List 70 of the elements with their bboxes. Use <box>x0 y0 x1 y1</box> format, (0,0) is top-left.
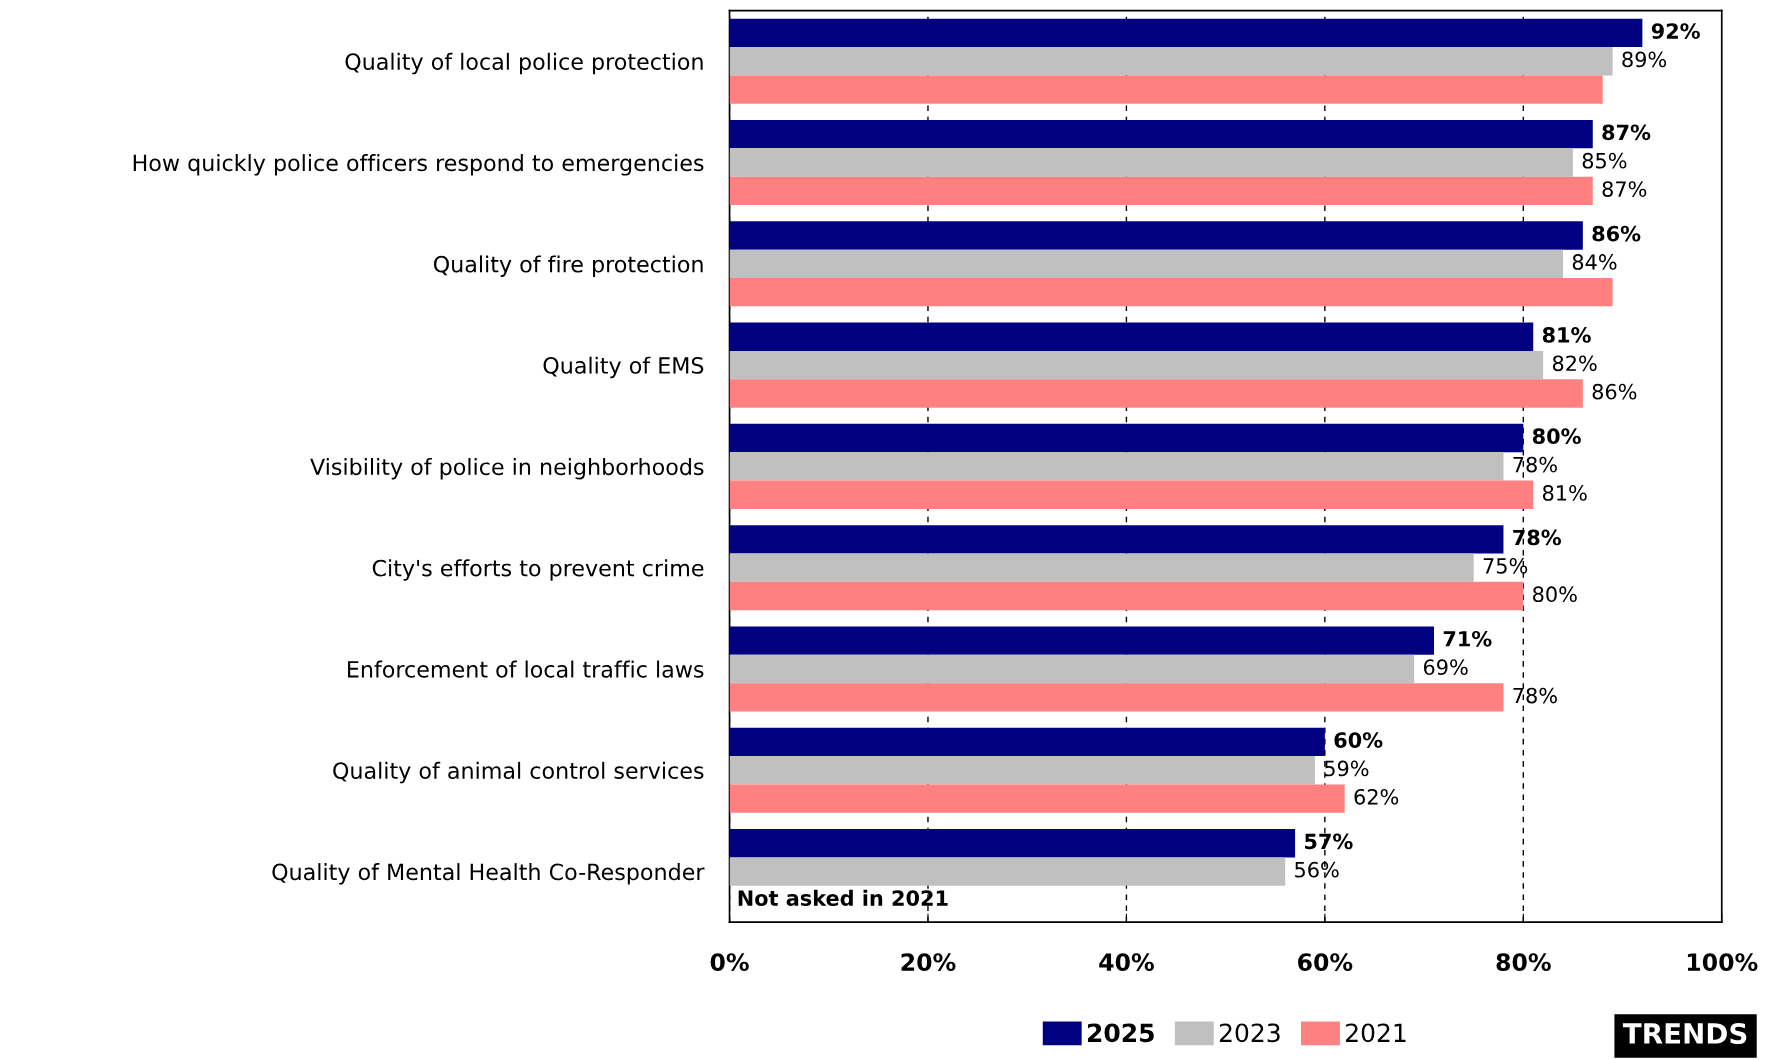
data-label: 57% <box>1305 833 1353 850</box>
y-tick-label: Visibility of police in neighborhoods <box>310 457 704 480</box>
data-label: 69% <box>1423 659 1468 676</box>
bar <box>729 784 1345 813</box>
bar <box>729 75 1603 104</box>
data-label: 71% <box>1443 630 1492 647</box>
legend-label: 2025 <box>1087 1023 1154 1043</box>
bar <box>729 654 1415 684</box>
y-tick-label: Enforcement of local traffic laws <box>348 660 704 678</box>
data-label: 78% <box>1513 529 1561 546</box>
y-tick-label: Quality of animal control services <box>333 761 704 784</box>
y-tick-label: Quality of Mental Health Co-Responder <box>272 863 705 885</box>
bar <box>729 322 1534 351</box>
bar <box>729 525 1504 554</box>
x-tick-label: 80% <box>1496 953 1551 972</box>
bar <box>729 553 1474 582</box>
bar <box>729 47 1613 76</box>
bar <box>729 581 1524 611</box>
text: TRENDS <box>1622 1023 1747 1045</box>
bar <box>729 857 1286 886</box>
x-tick-label: 0% <box>710 953 749 972</box>
data-label: 59% <box>1324 760 1369 777</box>
data-label: 56% <box>1295 861 1339 878</box>
x-tick-label: 40% <box>1099 953 1154 972</box>
data-label: 78% <box>1513 456 1557 473</box>
legend-label: 2021 <box>1346 1023 1406 1043</box>
y-tick-label: Quality of EMS <box>543 356 704 379</box>
data-label: 92% <box>1651 23 1700 39</box>
legend-label: 2023 <box>1219 1023 1280 1043</box>
data-label: 87% <box>1602 124 1651 141</box>
y-tick-label: How quickly police officers respond to emergencies <box>133 154 704 176</box>
bar <box>729 452 1504 481</box>
bar <box>729 480 1534 509</box>
bar <box>729 379 1583 408</box>
x-tick-label: 100% <box>1687 953 1758 972</box>
bar <box>729 756 1315 785</box>
bar <box>729 727 1325 757</box>
data-label: 81% <box>1542 327 1591 343</box>
data-label: 86% <box>1592 383 1637 400</box>
data-label: 87% <box>1602 181 1647 197</box>
bar <box>729 829 1296 858</box>
data-label: 80% <box>1532 428 1581 445</box>
data-label: 81% <box>1542 485 1587 501</box>
bar <box>729 278 1613 307</box>
annotation: Not asked in 2021 <box>738 889 948 906</box>
data-label: 86% <box>1592 225 1641 242</box>
data-label: 80% <box>1533 586 1577 603</box>
x-tick-label: 20% <box>901 953 956 972</box>
data-label: 78% <box>1513 687 1557 704</box>
x-tick-label: 60% <box>1298 953 1353 972</box>
data-label: 82% <box>1552 355 1597 372</box>
y-tick-label: Quality of local police protection <box>345 52 703 75</box>
y-tick-label: Quality of fire protection <box>433 255 703 277</box>
data-label: 60% <box>1334 732 1383 748</box>
data-label: 75% <box>1483 557 1528 574</box>
bar <box>729 626 1434 655</box>
bar <box>729 119 1593 149</box>
data-label: 89% <box>1622 51 1667 68</box>
data-label: 84% <box>1572 254 1617 270</box>
bar <box>729 683 1504 712</box>
data-label: 62% <box>1354 788 1399 805</box>
bar <box>729 176 1593 206</box>
bar <box>729 221 1583 250</box>
bar <box>729 249 1563 278</box>
bar <box>729 350 1544 380</box>
bar <box>729 18 1643 48</box>
bar <box>729 423 1524 453</box>
y-tick-label: City's efforts to prevent crime <box>372 559 704 581</box>
bar <box>729 148 1573 177</box>
data-label: 85% <box>1582 152 1627 169</box>
